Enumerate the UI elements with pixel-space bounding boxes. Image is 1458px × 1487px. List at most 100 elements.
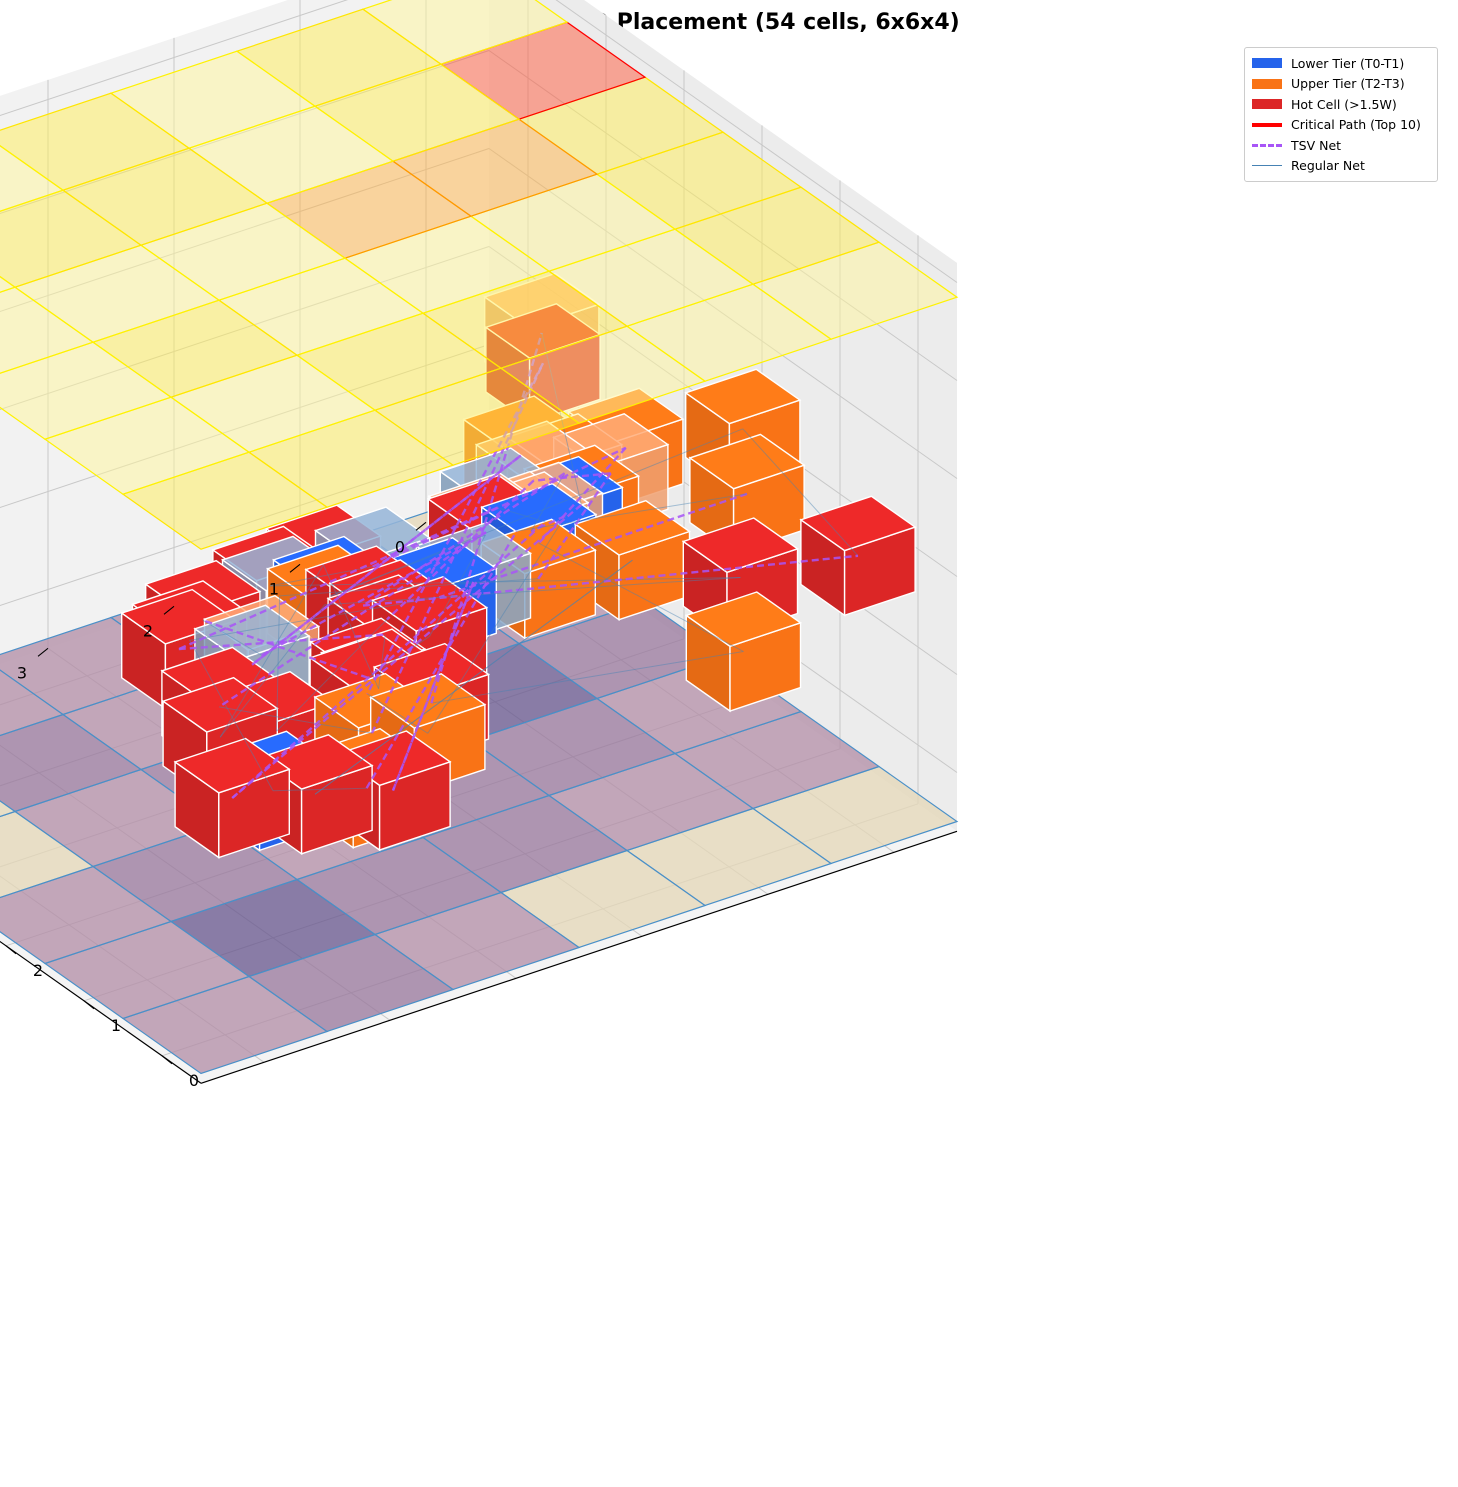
- tsv-net: [231, 520, 547, 799]
- tsv-net: [261, 531, 487, 657]
- legend-label: TSV Net: [1291, 137, 1342, 153]
- regular-net: [276, 595, 281, 732]
- tsv-net: [370, 362, 545, 734]
- legend-swatch: [1252, 122, 1282, 127]
- legend-swatch: [1252, 99, 1282, 110]
- regular-net: [742, 428, 859, 557]
- thermal-tile: [0, 800, 17, 818]
- thermal-tile: [0, 275, 17, 293]
- tsv-net: [362, 472, 566, 607]
- tsv-net: [218, 531, 487, 708]
- x-tick-label: 1: [269, 579, 279, 598]
- regular-net: [202, 619, 262, 656]
- legend-item: Critical Path (Top 10): [1252, 115, 1430, 136]
- regular-net: [269, 577, 741, 587]
- cell-box: [173, 737, 291, 859]
- legend-label: Regular Net: [1291, 158, 1365, 174]
- legend-label: Lower Tier (T0-T1): [1291, 55, 1405, 71]
- regular-net: [538, 542, 744, 652]
- x-axis-line: [0, 940, 202, 1084]
- regular-net: [378, 634, 386, 689]
- legend-label: Critical Path (Top 10): [1291, 117, 1421, 133]
- y-tick: [5, 945, 17, 955]
- legend-item: Hot Cell (>1.5W): [1252, 94, 1430, 115]
- thermal-tile: [0, 341, 173, 440]
- thermal-tile: [0, 145, 65, 212]
- y-tick: [161, 1055, 173, 1065]
- legend-swatch: [1252, 143, 1282, 147]
- grid-line: [0, 0, 349, 117]
- cell-box: [684, 591, 803, 713]
- nets-layer: [178, 332, 859, 799]
- cell-face: [370, 576, 489, 632]
- tsv-net: [231, 503, 583, 799]
- x-tick: [415, 521, 427, 531]
- thermal-tile: [0, 92, 191, 191]
- tsv-net: [533, 472, 611, 482]
- legend: Lower Tier (T0-T1) Upper Tier (T2-T3) Hot …: [1244, 47, 1438, 182]
- x-tick: [37, 647, 49, 657]
- regular-net: [314, 559, 633, 795]
- legend-item: Lower Tier (T0-T1): [1252, 53, 1430, 74]
- thermal-tile: [0, 286, 95, 374]
- regular-net: [330, 428, 743, 597]
- x-tick-label: 3: [17, 663, 27, 682]
- regular-net: [330, 534, 486, 597]
- tsv-net: [372, 446, 627, 568]
- tsv-net: [438, 492, 748, 599]
- tick-labels: 012345012345−101234: [5, 521, 427, 1090]
- cell-face: [684, 368, 802, 425]
- thermal-tile: [0, 713, 143, 813]
- legend-item: Regular Net: [1252, 156, 1430, 177]
- legend-swatch: [1252, 58, 1282, 69]
- cells-layer: [120, 272, 917, 859]
- regular-net: [431, 651, 744, 704]
- regular-net: [324, 577, 741, 606]
- axis-lines: [0, 830, 958, 1084]
- thermal-tile: [0, 865, 173, 965]
- tsv-net: [365, 530, 518, 789]
- regular-net: [279, 578, 539, 597]
- thermal-tile: [0, 810, 95, 899]
- tsv-net: [530, 515, 566, 533]
- regular-net: [530, 473, 566, 532]
- tsv-net: [391, 581, 475, 791]
- cell-face: [688, 433, 806, 490]
- top-thermal-map: [0, 0, 959, 550]
- legend-swatch: [1252, 78, 1282, 89]
- grid-line: [555, 0, 958, 283]
- regular-net: [427, 515, 566, 734]
- y-tick: [83, 1000, 95, 1010]
- regular-net: [189, 640, 274, 792]
- regular-net: [314, 559, 633, 795]
- thermal-tile: [0, 669, 65, 737]
- cell-face: [120, 588, 238, 645]
- regular-net: [272, 787, 367, 792]
- y-tick-label: 0: [189, 1071, 199, 1090]
- tsv-net: [362, 554, 859, 607]
- tsv-net: [178, 506, 498, 651]
- y-tick-label: 1: [111, 1016, 121, 1035]
- regular-net: [276, 619, 388, 732]
- tsv-net: [366, 362, 545, 695]
- legend-item: Upper Tier (T2-T3): [1252, 74, 1430, 95]
- regular-net: [497, 507, 546, 523]
- regular-net: [218, 706, 373, 734]
- cell-face: [799, 495, 917, 552]
- y-tick-label: 2: [33, 961, 43, 980]
- y-axis-line: [200, 830, 958, 1084]
- legend-swatch: [1252, 165, 1282, 167]
- cell-face: [684, 591, 803, 648]
- x-tick-label: 0: [395, 537, 405, 556]
- legend-item: TSV Net: [1252, 135, 1430, 156]
- regular-net: [189, 596, 440, 641]
- legend-label: Upper Tier (T2-T3): [1291, 76, 1405, 92]
- x-tick: [163, 605, 175, 615]
- x-tick: [289, 563, 301, 573]
- cell-face: [161, 676, 279, 733]
- cell-box: [799, 495, 917, 617]
- tsv-net: [386, 479, 535, 621]
- cell-face: [173, 737, 291, 794]
- regular-net: [322, 564, 380, 689]
